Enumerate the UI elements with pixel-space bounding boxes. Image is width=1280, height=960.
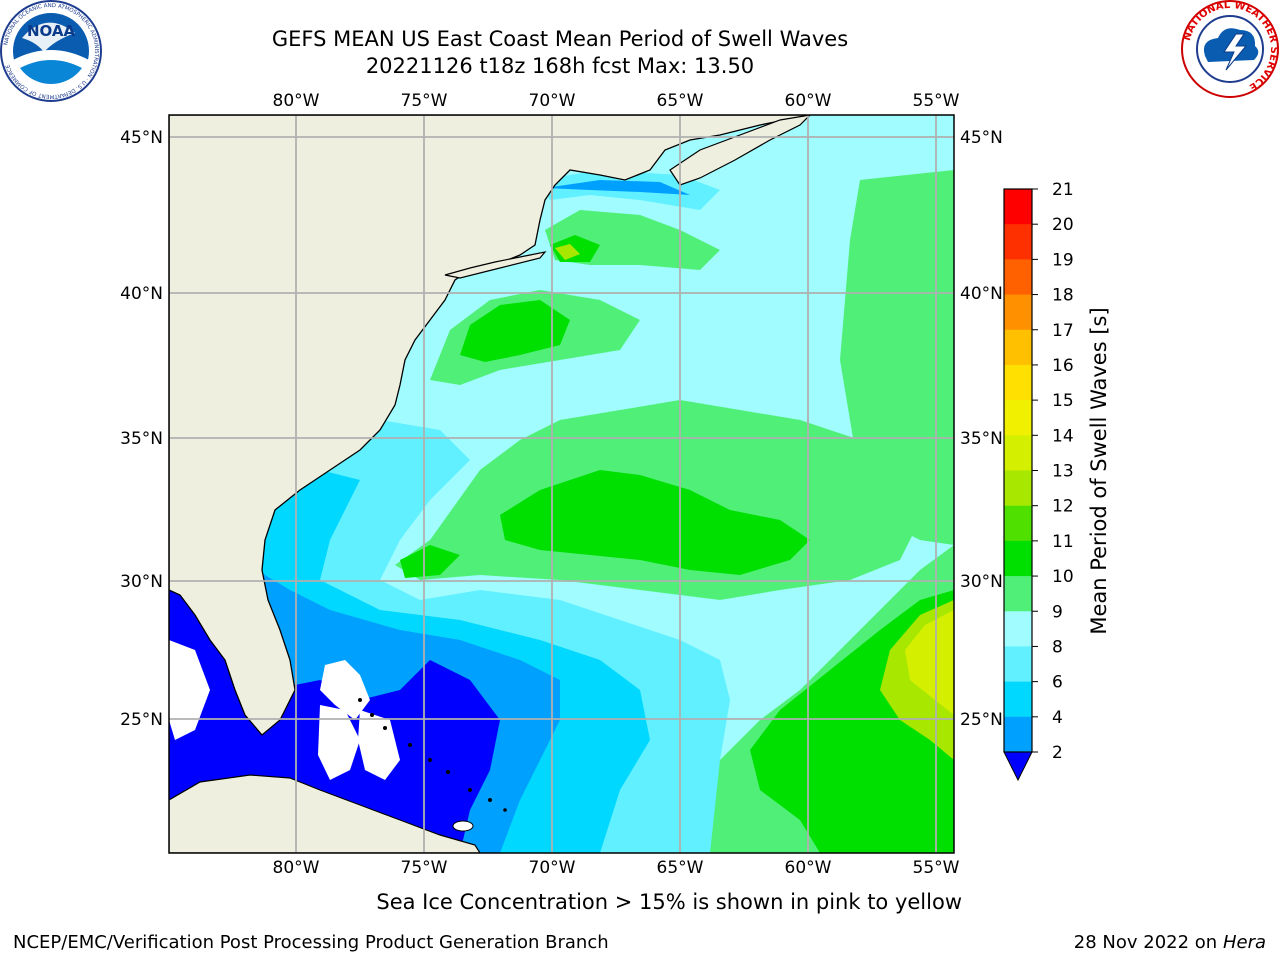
graticule [169,115,954,853]
bahamas-gap-3 [358,710,400,780]
colorbar-tick-label: 15 [1052,391,1074,411]
lon-label-bottom: 60°W [785,858,832,878]
colorbar-tick-label: 18 [1052,286,1074,306]
colorbar-tick-label: 4 [1052,708,1063,728]
colorbar-label: Mean Period of Swell Waves [s] [1087,307,1111,634]
island-turks [452,820,474,832]
lat-label-left: 35°N [120,429,163,449]
bahamas-gap-1 [320,660,370,720]
colorbar-ticks: 21 20 19 18 17 16 15 14 13 12 11 10 9 8 6 4 2 [1032,180,1074,763]
colorbar-tick-label: 12 [1052,497,1074,517]
colorbar-segment [1004,189,1032,225]
lon-label-bottom: 65°W [657,858,704,878]
run-date-stamp: 28 Nov 2022 on Hera [1074,932,1266,953]
noaa-logo-text: NOAA [27,22,76,40]
colorbar-segments [1004,189,1032,753]
lon-label-top: 55°W [913,91,960,111]
colorbar-segment [1004,505,1032,542]
colorbar-tick-label: 13 [1052,462,1074,482]
colorbar-segment [1004,540,1032,577]
land-long-island [444,251,547,279]
lat-label-left: 30°N [120,572,163,592]
colorbar: 21 20 19 18 17 16 15 14 13 12 11 10 9 8 6 4 2 Mean Perio… [1003,180,1111,782]
map-frame [168,114,955,854]
lon-label-top: 80°W [273,91,320,111]
midatlantic-swell-10-11s [460,300,570,362]
longisland-swell-12-13s [555,244,580,260]
lon-label-bottom: 75°W [401,858,448,878]
colorbar-segment [1004,400,1032,436]
lon-label-top: 60°W [785,91,832,111]
colorbar-segment [1004,224,1032,260]
southeast-swell-12-13s [905,610,954,715]
colorbar-segment [1004,611,1032,647]
map-subtitle: 20221126 t18z 168h fcst Max: 13.50 [365,54,755,78]
colorbar-segment [1004,716,1032,753]
sea-ice-note: Sea Ice Concentration > 15% is shown in … [376,890,962,914]
colorbar-segment [1004,364,1032,401]
bahamas-gap-2 [318,705,360,780]
lon-label-top: 70°W [529,91,576,111]
lat-label-right: 35°N [960,429,1003,449]
run-machine: Hera [1222,932,1266,953]
colorbar-tick-label: 6 [1052,673,1063,693]
colorbar-tick-label: 9 [1052,602,1063,622]
colorbar-segment [1004,470,1032,507]
colorbar-extend-arrow [1003,751,1033,782]
lat-label-left: 25°N [120,710,163,730]
colorbar-segment [1004,681,1032,718]
central-swell-10-11s-b [400,545,460,578]
lat-label-right: 40°N [960,284,1003,304]
lon-label-bottom: 70°W [529,858,576,878]
colorbar-segment [1004,435,1032,471]
lat-label-right: 45°N [960,128,1003,148]
central-swell-10-11s [500,470,810,575]
colorbar-tick-label: 20 [1052,215,1074,235]
colorbar-segment [1004,259,1032,296]
lon-label-bottom: 55°W [913,858,960,878]
colorbar-tick-label: 19 [1052,250,1074,270]
land-cuba [169,774,481,853]
colorbar-tick-label: 16 [1052,356,1074,376]
colorbar-tick-label: 8 [1052,637,1063,657]
map-title: GEFS MEAN US East Coast Mean Period of S… [271,27,849,51]
lon-label-top: 65°W [657,91,704,111]
run-date: 28 Nov 2022 on [1073,932,1218,953]
swell-period-field [169,115,954,853]
colorbar-segment [1004,576,1032,612]
land-north-america [169,115,811,736]
lat-label-right: 25°N [960,710,1003,730]
colorbar-tick-label: 2 [1052,743,1063,763]
lat-label-left: 40°N [120,284,163,304]
lon-label-top: 75°W [401,91,448,111]
nws-logo: NATIONAL WEATHER SERVICE [1181,0,1279,98]
noaa-logo: NOAA NATIONAL OCEANIC AND ATMOSPHERIC AD… [0,0,102,102]
gulf-gap-1 [169,640,210,740]
colorbar-tick-label: 10 [1052,567,1074,587]
gulf-of-maine-swell-4-6s [545,180,690,195]
colorbar-segment [1004,646,1032,683]
land-nova-scotia [669,115,811,186]
colorbar-segment [1004,294,1032,331]
colorbar-tick-label: 21 [1052,180,1074,200]
producer-credit: NCEP/EMC/Verification Post Processing Pr… [13,932,609,953]
colorbar-tick-label: 11 [1052,532,1074,552]
bahamas-islands [358,698,507,812]
colorbar-tick-label: 14 [1052,426,1074,446]
colorbar-segment [1004,329,1032,366]
lat-label-right: 30°N [960,572,1003,592]
colorbar-tick-label: 17 [1052,321,1074,341]
lat-label-left: 45°N [120,128,163,148]
lon-label-bottom: 80°W [273,858,320,878]
